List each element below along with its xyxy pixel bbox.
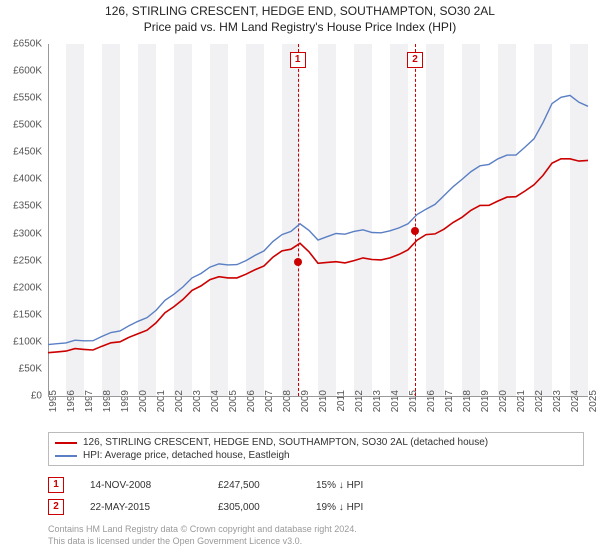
event-date: 14-NOV-2008 xyxy=(90,480,200,491)
legend-item-hpi: HPI: Average price, detached house, East… xyxy=(55,449,577,462)
y-axis-tick: £300K xyxy=(0,228,42,239)
title-line-1: 126, STIRLING CRESCENT, HEDGE END, SOUTH… xyxy=(0,4,600,18)
y-axis-tick: £250K xyxy=(0,255,42,266)
y-axis-tick: £500K xyxy=(0,120,42,131)
event-marker: 1 xyxy=(48,477,64,493)
legend-swatch xyxy=(55,442,77,444)
event-row: 1 14-NOV-2008 £247,500 15% ↓ HPI xyxy=(48,474,584,496)
footer: Contains HM Land Registry data © Crown c… xyxy=(48,524,584,547)
legend-item-price-paid: 126, STIRLING CRESCENT, HEDGE END, SOUTH… xyxy=(55,436,577,449)
x-axis xyxy=(48,396,588,397)
legend-label: 126, STIRLING CRESCENT, HEDGE END, SOUTH… xyxy=(83,437,488,448)
footer-line-2: This data is licensed under the Open Gov… xyxy=(48,536,584,548)
y-axis-tick: £0 xyxy=(0,391,42,402)
event-pct-vs-hpi: 15% ↓ HPI xyxy=(316,480,416,491)
legend: 126, STIRLING CRESCENT, HEDGE END, SOUTH… xyxy=(48,432,584,466)
event-price: £247,500 xyxy=(218,480,298,491)
y-axis-tick: £550K xyxy=(0,93,42,104)
y-axis-tick: £100K xyxy=(0,336,42,347)
footer-line-1: Contains HM Land Registry data © Crown c… xyxy=(48,524,584,536)
event-row: 2 22-MAY-2015 £305,000 19% ↓ HPI xyxy=(48,496,584,518)
events-table: 1 14-NOV-2008 £247,500 15% ↓ HPI 2 22-MA… xyxy=(48,474,584,518)
chart-titles: 126, STIRLING CRESCENT, HEDGE END, SOUTH… xyxy=(0,0,600,34)
y-axis-tick: £350K xyxy=(0,201,42,212)
y-axis-tick: £400K xyxy=(0,174,42,185)
title-line-2: Price paid vs. HM Land Registry's House … xyxy=(0,20,600,34)
y-axis-tick: £600K xyxy=(0,66,42,77)
y-axis-tick: £150K xyxy=(0,309,42,320)
legend-label: HPI: Average price, detached house, East… xyxy=(83,450,290,461)
x-axis-tick: 2025 xyxy=(588,390,599,420)
event-price: £305,000 xyxy=(218,502,298,513)
event-date: 22-MAY-2015 xyxy=(90,502,200,513)
event-pct-vs-hpi: 19% ↓ HPI xyxy=(316,502,416,513)
legend-swatch xyxy=(55,455,77,457)
y-axis-tick: £650K xyxy=(0,39,42,50)
series-line-price_paid xyxy=(48,159,588,353)
event-marker: 2 xyxy=(48,499,64,515)
y-axis-tick: £450K xyxy=(0,147,42,158)
chart-lines xyxy=(48,44,588,396)
series-line-hpi xyxy=(48,95,588,344)
y-axis-tick: £50K xyxy=(0,363,42,374)
chart-area: £0£50K£100K£150K£200K£250K£300K£350K£400… xyxy=(48,44,588,396)
y-axis-tick: £200K xyxy=(0,282,42,293)
